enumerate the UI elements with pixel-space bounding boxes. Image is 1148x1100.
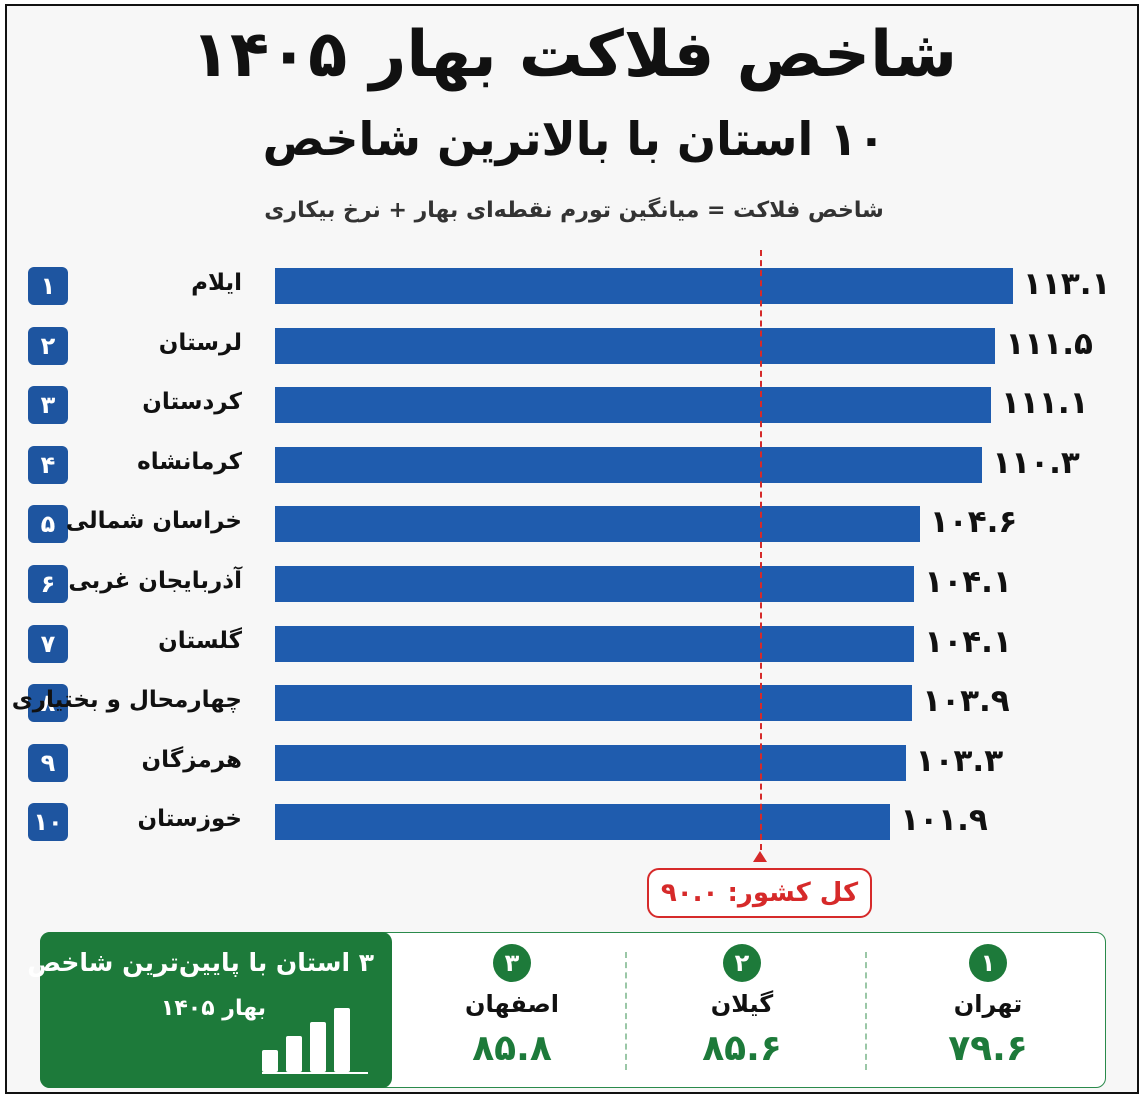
bar	[275, 387, 992, 424]
province-label: خوزستان	[137, 806, 242, 833]
province-label: کردستان	[142, 389, 242, 416]
lowest-province-value: ۷۹.۶	[948, 1028, 1028, 1069]
lowest-province-value: ۸۵.۸	[472, 1028, 552, 1069]
bar-chart-icon	[334, 1008, 350, 1072]
province-label: لرستان	[158, 329, 242, 356]
bar	[275, 566, 915, 602]
bar	[275, 268, 1013, 304]
province-label: گلستان	[158, 627, 242, 654]
rank-badge: ۵	[28, 505, 68, 544]
national-average-label: کل کشور: ۹۰.۰	[647, 868, 872, 918]
rank-badge: ۱	[28, 267, 68, 305]
lowest-provinces-header: ۳ استان با پایین‌ترین شاخص بهار ۱۴۰۵	[27, 932, 392, 1088]
bar-chart-icon	[310, 1022, 326, 1072]
lowest-rank-badge: ۲	[723, 944, 761, 982]
lowest-subtitle: بهار ۱۴۰۵	[160, 996, 266, 1021]
lowest-province-value: ۸۵.۶	[702, 1028, 782, 1069]
lowest-rank-badge: ۱	[969, 944, 1007, 982]
lowest-item: ۳ اصفهان ۸۵.۸	[412, 944, 612, 1069]
value-label: ۱۰۱.۹	[900, 802, 988, 839]
divider	[865, 952, 867, 1070]
lowest-province-name: تهران	[953, 990, 1023, 1018]
formula-note: شاخص فلاکت = میانگین تورم نقطه‌ای بهار +…	[264, 198, 884, 223]
page-subtitle: ۱۰ استان با بالاترین شاخص	[262, 112, 886, 166]
bar	[275, 685, 913, 722]
province-label: کرمانشاه	[137, 448, 242, 475]
bar-chart-icon	[286, 1036, 302, 1072]
value-label: ۱۰۴.۶	[929, 504, 1018, 541]
value-label: ۱۱۱.۱	[1001, 385, 1089, 422]
lowest-province-name: اصفهان	[464, 990, 560, 1018]
value-label: ۱۰۳.۹	[922, 683, 1010, 720]
value-label: ۱۱۱.۵	[1005, 325, 1093, 362]
rank-badge: ۶	[28, 565, 68, 603]
rank-badge: ۸	[28, 684, 68, 723]
lowest-province-name: گیلان	[710, 990, 774, 1018]
province-label: چهارمحال و بختیاری	[11, 687, 242, 714]
province-label: هرمزگان	[141, 746, 242, 773]
province-label: خراسان شمالی	[65, 508, 242, 535]
divider	[625, 952, 627, 1070]
rank-badge: ۱۰	[28, 803, 68, 842]
bar	[275, 804, 891, 841]
province-label: آذربایجان غربی	[68, 568, 242, 594]
bar	[275, 506, 920, 543]
bar-chart-icon	[262, 1050, 278, 1072]
lowest-item: ۲ گیلان ۸۵.۶	[642, 944, 842, 1069]
bar	[275, 625, 915, 662]
rank-badge: ۹	[28, 743, 68, 782]
page-title: شاخص فلاکت بهار ۱۴۰۵	[190, 18, 958, 92]
lowest-title: ۳ استان با پایین‌ترین شاخص	[27, 948, 374, 977]
national-reference-line	[760, 250, 762, 850]
bar	[275, 744, 906, 781]
value-label: ۱۱۳.۱	[1023, 266, 1111, 302]
province-label: ایلام	[191, 270, 242, 296]
value-label: ۱۱۰.۳	[992, 444, 1080, 481]
value-label: ۱۰۴.۱	[924, 564, 1012, 600]
lowest-rank-badge: ۳	[493, 944, 531, 982]
value-label: ۱۰۳.۳	[915, 742, 1004, 779]
bar-chart-icon-base	[262, 1072, 368, 1074]
lowest-item: ۱ تهران ۷۹.۶	[888, 944, 1088, 1069]
value-label: ۱۰۴.۱	[924, 623, 1012, 660]
rank-badge: ۷	[28, 624, 68, 663]
rank-badge: ۲	[28, 326, 68, 365]
rank-badge: ۳	[28, 386, 68, 425]
bar	[275, 327, 996, 364]
bar	[275, 446, 983, 483]
reference-arrow-icon	[753, 851, 767, 862]
infographic-frame	[5, 4, 1139, 1094]
rank-badge: ۴	[28, 445, 68, 484]
